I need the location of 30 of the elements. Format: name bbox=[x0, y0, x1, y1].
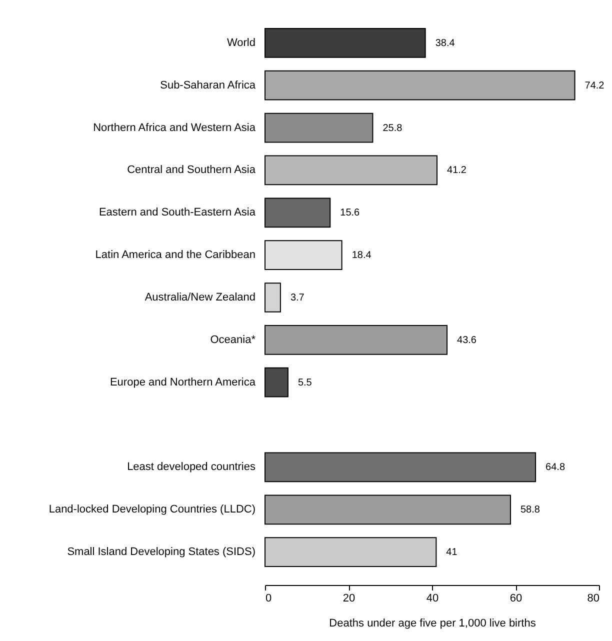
data-label: 58.8 bbox=[520, 504, 540, 516]
y-tick-label: Latin America and the Caribbean bbox=[95, 249, 256, 262]
data-label: 38.4 bbox=[435, 38, 456, 49]
data-label: 18.4 bbox=[352, 250, 372, 262]
y-tick-label: Oceania* bbox=[210, 334, 256, 346]
y-tick-label: Land-locked Developing Countries (LLDC) bbox=[48, 504, 256, 516]
y-tick-label: Least developed countries bbox=[127, 461, 256, 474]
data-label: 15.6 bbox=[340, 208, 360, 219]
y-tick-label: Small Island Developing States (SIDS) bbox=[67, 546, 256, 558]
x-tick-label: 80 bbox=[587, 592, 600, 604]
x-tick-label: 60 bbox=[510, 592, 522, 604]
data-label: 43.6 bbox=[457, 334, 477, 346]
data-label: 25.8 bbox=[382, 122, 403, 134]
data-label: 74.2 bbox=[584, 80, 605, 92]
y-tick-label: Eastern and South-Eastern Asia bbox=[98, 206, 256, 219]
y-tick-label: Central and Southern Asia bbox=[127, 164, 256, 176]
data-label: 41 bbox=[446, 547, 458, 558]
data-label: 5.5 bbox=[298, 377, 312, 388]
y-tick-label: Sub-Saharan Africa bbox=[160, 79, 256, 92]
y-tick-label: Northern Africa and Western Asia bbox=[93, 122, 256, 134]
data-label: 64.8 bbox=[546, 462, 566, 474]
y-tick-label: Australia/New Zealand bbox=[144, 292, 256, 304]
y-tick-label: World bbox=[226, 36, 256, 49]
data-label: 3.7 bbox=[290, 292, 305, 304]
x-tick-label: 0 bbox=[266, 592, 272, 604]
data-label: 41.2 bbox=[447, 165, 467, 176]
x-tick-label: 20 bbox=[342, 592, 356, 604]
x-axis-title: Deaths under age five per 1,000 live births bbox=[329, 618, 536, 630]
y-tick-label: Europe and Northern America bbox=[110, 376, 256, 388]
x-tick-label: 40 bbox=[426, 592, 439, 604]
